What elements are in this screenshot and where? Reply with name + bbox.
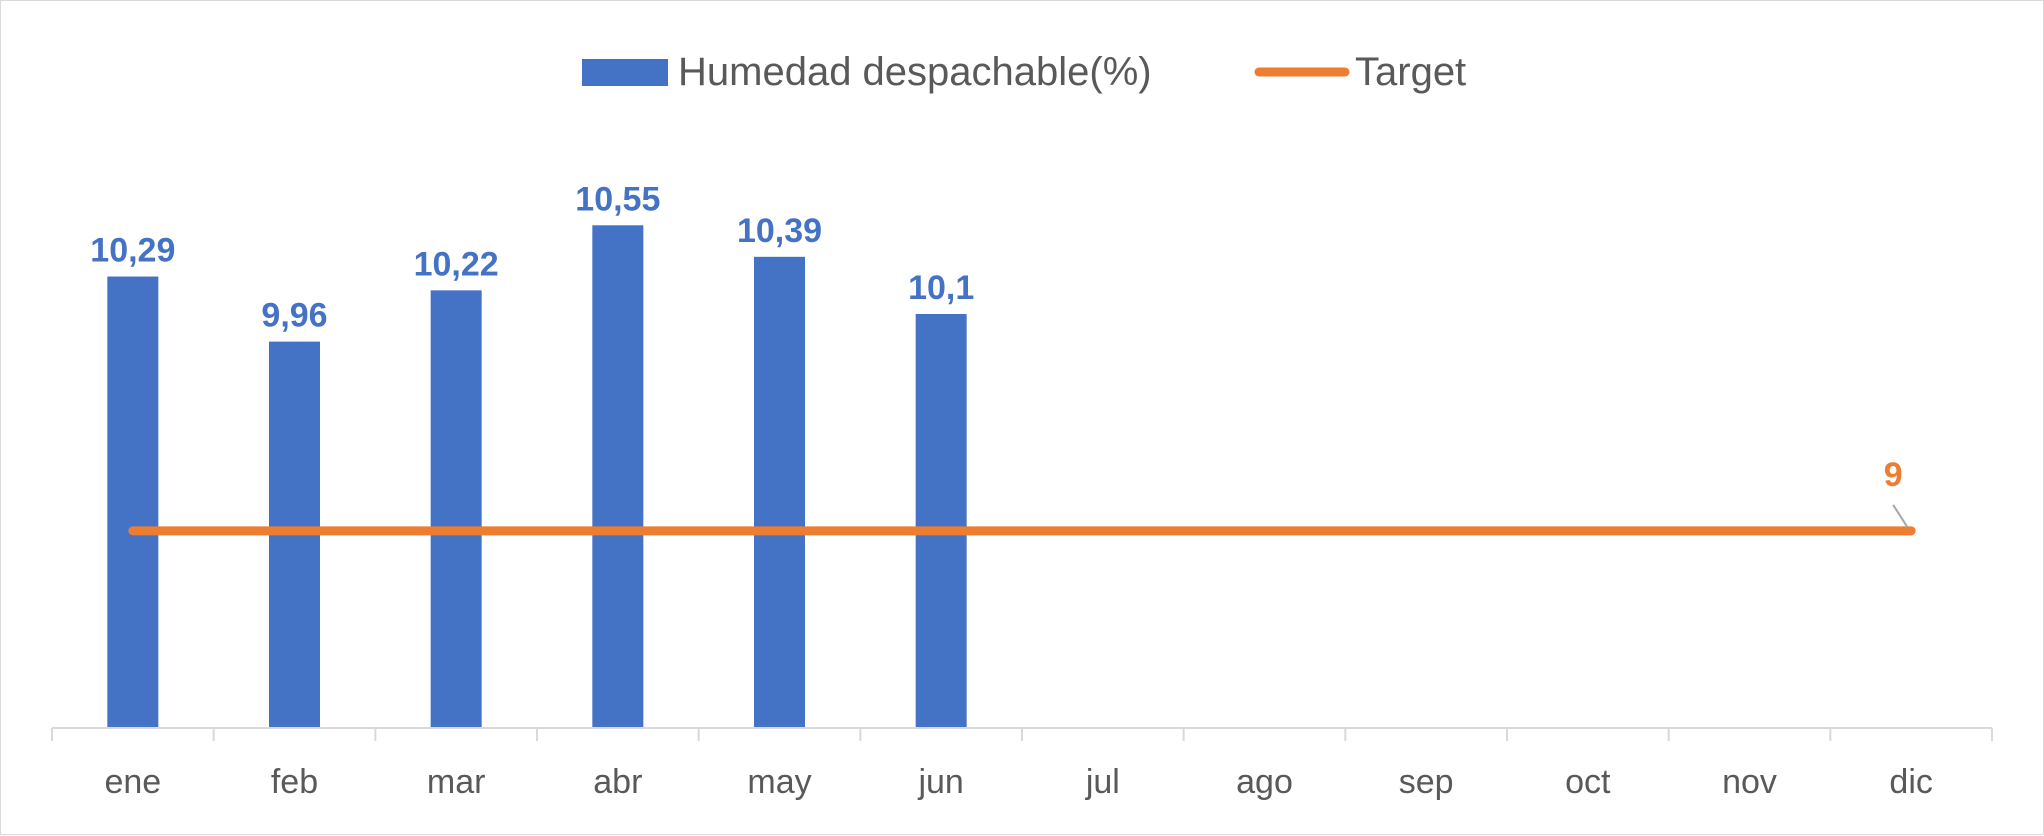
bar-ene [107, 276, 159, 728]
bar-label-jun: 10,1 [908, 269, 974, 307]
x-tick-label-dic: dic [1889, 763, 1932, 801]
legend-bar-label: Humedad despachable(%) [678, 50, 1152, 94]
x-tick-label-feb: feb [271, 763, 318, 801]
target-label-leader [1892, 504, 1909, 528]
legend-bar-swatch [582, 59, 668, 86]
x-tick-label-sep: sep [1399, 763, 1454, 801]
bar-label-ene: 10,29 [90, 232, 175, 270]
x-tick-label-abr: abr [593, 763, 642, 801]
target-label-dic: 9 [1884, 456, 1903, 494]
x-tick-label-jun: jun [917, 763, 963, 801]
x-tick-label-oct: oct [1565, 763, 1611, 801]
bar-label-may: 10,39 [737, 212, 822, 250]
bar-label-feb: 9,96 [261, 297, 327, 335]
bar-jun [915, 314, 967, 728]
bar-label-mar: 10,22 [414, 245, 499, 283]
x-tick-label-mar: mar [427, 763, 486, 801]
bar-mar [430, 290, 482, 728]
bar-abr [592, 225, 644, 729]
bar-may [754, 256, 805, 728]
x-tick-label-jul: jul [1085, 763, 1120, 801]
legend-line-label: Target [1355, 50, 1466, 94]
x-tick-label-nov: nov [1722, 763, 1777, 801]
x-tick-label-ago: ago [1236, 763, 1293, 801]
x-tick-label-ene: ene [104, 763, 161, 801]
bar-label-abr: 10,55 [575, 180, 660, 218]
x-tick-label-may: may [747, 763, 811, 801]
